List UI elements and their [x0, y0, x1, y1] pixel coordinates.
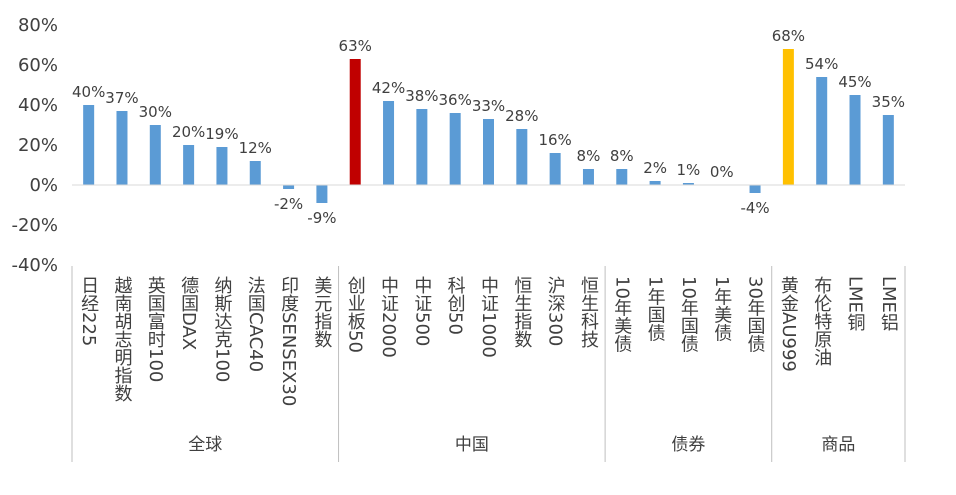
bar — [816, 77, 828, 185]
category-label: 中证2000 — [378, 276, 399, 358]
data-label: 42% — [372, 79, 405, 97]
data-label: 19% — [205, 125, 238, 143]
data-label: 63% — [339, 37, 372, 55]
category-label: 1年美债 — [711, 276, 732, 341]
category-label: 科创50 — [445, 276, 466, 335]
data-label: 1% — [677, 161, 701, 179]
data-label: 8% — [577, 147, 601, 165]
category-label: 德国DAX — [178, 276, 199, 350]
group-label: 商品 — [821, 435, 855, 455]
category-label: 10年美债 — [611, 276, 632, 353]
data-labels: 40% 37%30%20% 19%12%-2%-9%63%42% 38% 36% 33%2… — [72, 27, 905, 227]
category-label: 创业板50 — [345, 276, 366, 353]
data-label: 36% — [439, 91, 472, 109]
group-label: 全球 — [188, 435, 222, 455]
bar — [316, 185, 328, 203]
category-label: 10年国债 — [678, 276, 699, 353]
data-label: -4% — [740, 199, 769, 217]
category-label: 中证1000 — [478, 276, 499, 358]
y-tick-label: 0% — [29, 175, 58, 196]
category-label: 越南胡志明指数 — [111, 276, 132, 402]
bars — [83, 49, 894, 203]
bar — [216, 147, 228, 185]
bar — [83, 105, 95, 185]
category-label: 法国CAC40 — [245, 276, 266, 372]
data-label: 28% — [505, 107, 538, 125]
bar — [682, 183, 694, 185]
category-label: LME铝 — [878, 276, 899, 331]
group-labels: 全球 中国 债券 商品 — [188, 435, 855, 455]
data-label: 40% — [72, 83, 105, 101]
group-separators — [71, 266, 906, 462]
data-label: 20% — [172, 123, 205, 141]
category-label: 中证500 — [411, 276, 432, 347]
data-label: 0% — [710, 163, 734, 181]
data-label: 35% — [872, 93, 905, 111]
bar — [782, 49, 794, 185]
data-label: 12% — [239, 139, 272, 157]
data-label: 16% — [538, 131, 571, 149]
bar — [749, 185, 761, 193]
data-label: 45% — [838, 73, 871, 91]
y-tick-label: 80% — [18, 15, 58, 36]
data-label: -9% — [307, 209, 336, 227]
category-label: 黄金AU999 — [778, 276, 799, 372]
bar — [116, 111, 128, 185]
bar — [249, 161, 261, 185]
category-label: 印度SENSEX30 — [278, 276, 299, 406]
y-tick-label: 40% — [18, 95, 58, 116]
category-label: 纳斯达克100 — [211, 276, 232, 383]
bar — [649, 181, 661, 185]
y-tick-label: -20% — [11, 215, 58, 236]
category-label: 日经225 — [78, 276, 99, 346]
data-label: 37% — [105, 89, 138, 107]
data-label: 54% — [805, 55, 838, 73]
bar — [849, 95, 861, 185]
bar — [149, 125, 161, 185]
bar — [483, 119, 494, 185]
bar — [616, 169, 628, 185]
bar — [416, 109, 428, 185]
y-tick-label: 20% — [18, 135, 58, 156]
bar — [283, 185, 295, 189]
group-label: 债券 — [671, 435, 705, 455]
category-label: 美元指数 — [311, 276, 332, 348]
category-label: 布伦特原油 — [811, 276, 832, 366]
category-label: 沪深300 — [545, 276, 566, 347]
bar — [549, 153, 561, 185]
data-label: -2% — [274, 195, 303, 213]
bar — [516, 129, 528, 185]
y-axis: -40% -20% 0% 20% 40% 60% 80% — [11, 15, 58, 276]
data-label: 33% — [472, 97, 505, 115]
bar — [349, 59, 361, 185]
data-label: 2% — [643, 159, 667, 177]
bar — [383, 101, 395, 185]
bar — [183, 145, 195, 185]
data-label: 68% — [772, 27, 805, 45]
category-labels: 日经225 越南胡志明指数 英国富时100 德国DAX 纳斯达克100 法国CAC40 印度… — [78, 276, 899, 406]
bar — [882, 115, 894, 185]
y-tick-label: -40% — [11, 255, 58, 276]
group-label: 中国 — [455, 435, 489, 455]
category-label: 30年国债 — [745, 276, 766, 353]
category-label: LME铜 — [845, 276, 866, 332]
data-label: 30% — [139, 103, 172, 121]
category-label: 1年国债 — [645, 276, 666, 341]
category-label: 英国富时100 — [145, 276, 166, 383]
category-label: 恒生指数 — [511, 276, 532, 348]
y-tick-label: 60% — [18, 55, 58, 76]
data-label: 8% — [610, 147, 634, 165]
bar — [582, 169, 594, 185]
category-label: 恒生科技 — [578, 276, 599, 349]
bar — [449, 113, 461, 185]
data-label: 38% — [405, 87, 438, 105]
